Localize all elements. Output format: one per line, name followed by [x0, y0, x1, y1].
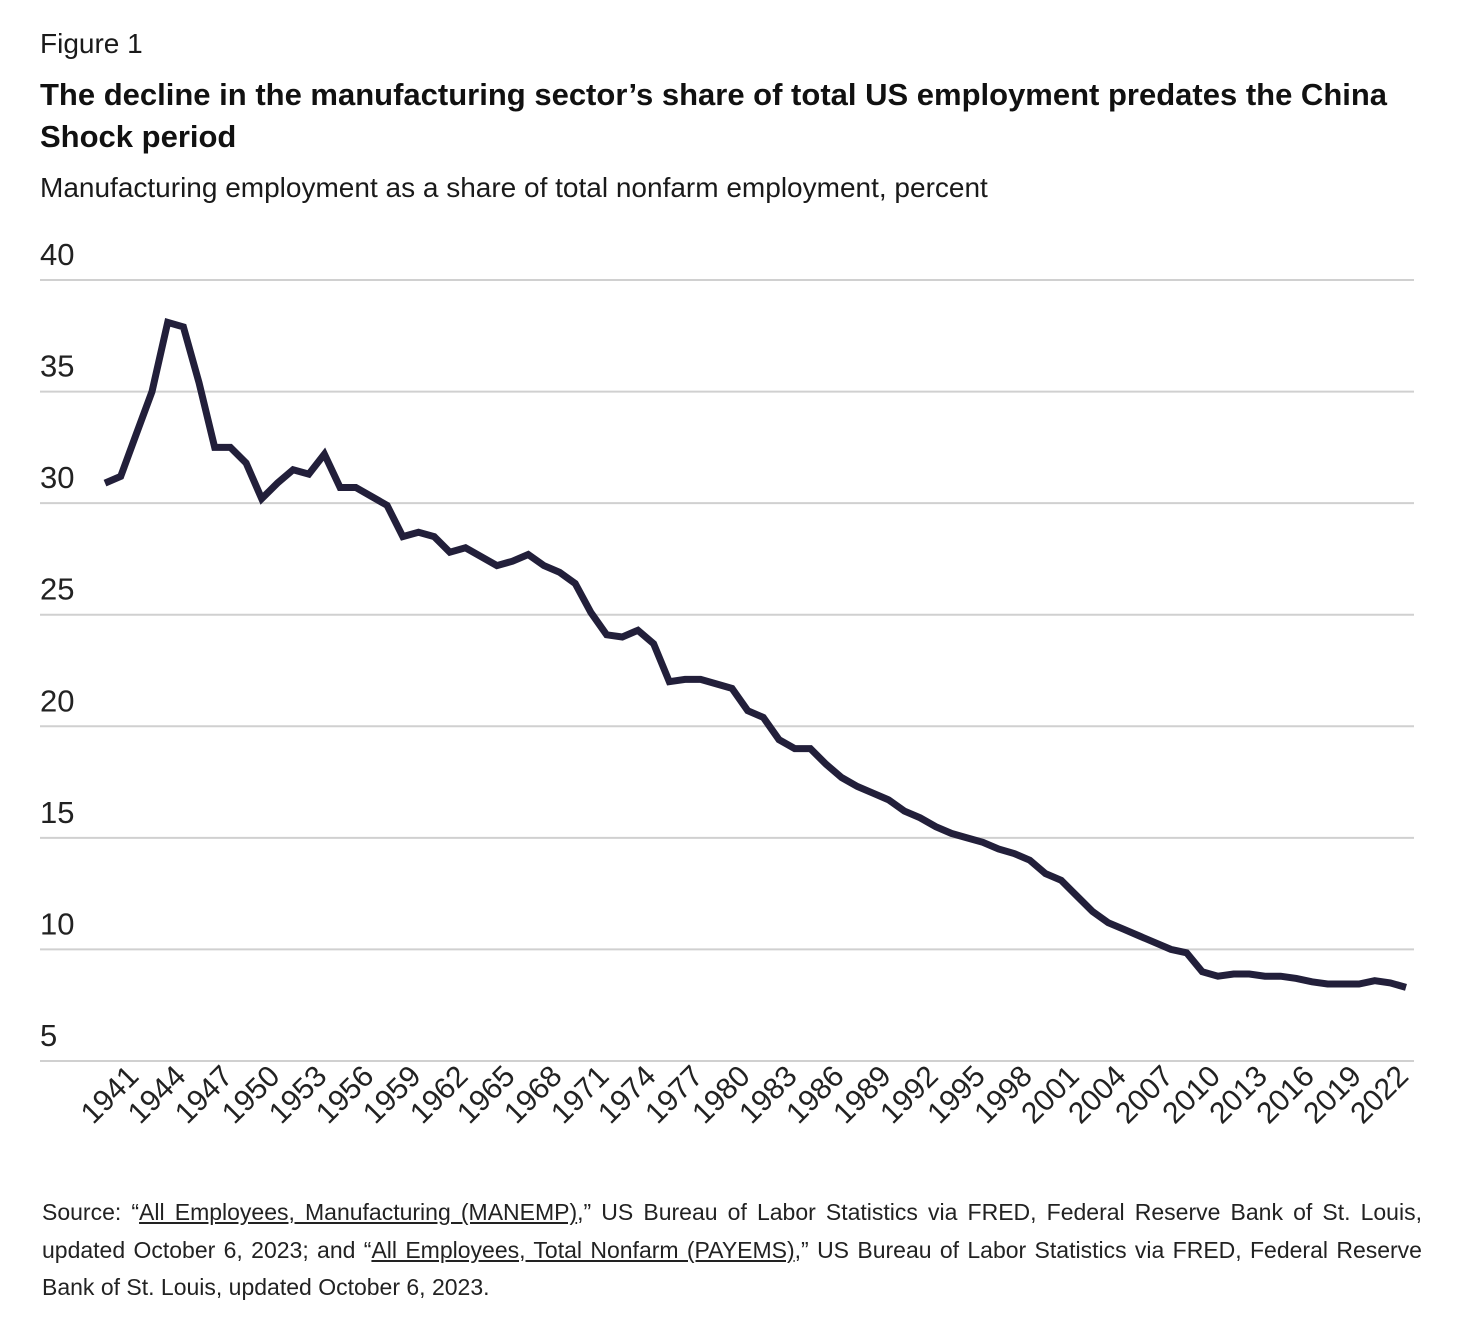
source-text: ,” US Bureau of Labor Statistics via FRE… — [42, 1199, 1422, 1263]
series-line-manufacturing-share — [103, 318, 1407, 991]
y-tick-label: 30 — [40, 460, 74, 495]
y-tick-label: 10 — [40, 906, 74, 941]
y-tick-label: 15 — [40, 795, 74, 830]
y-tick-label: 40 — [40, 237, 74, 272]
figure-label: Figure 1 — [40, 28, 143, 59]
source-text: ,” US Bureau of Labor Statistics via FRE… — [42, 1236, 1422, 1301]
chart-subtitle: Manufacturing employment as a share of t… — [40, 172, 988, 203]
source-link-payems[interactable]: All Employees, Total Nonfarm (PAYEMS) — [371, 1236, 795, 1263]
source-note: Source: “All Employees, Manufacturing (M… — [42, 1194, 1422, 1307]
y-tick-label: 25 — [40, 572, 74, 607]
source-text: Source: “ — [42, 1199, 140, 1225]
y-tick-label: 20 — [40, 683, 74, 718]
source-link-manemp[interactable]: All Employees, Manufacturing (MANEMP) — [139, 1199, 578, 1225]
y-tick-label: 5 — [40, 1018, 57, 1053]
y-tick-label: 35 — [40, 349, 74, 384]
chart-title: The decline in the manufacturing sector’… — [40, 77, 1388, 154]
